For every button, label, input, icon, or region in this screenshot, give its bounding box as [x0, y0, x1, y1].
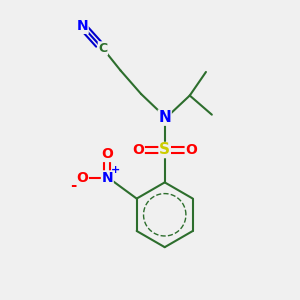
Text: O: O [101, 147, 113, 161]
Text: N: N [158, 110, 171, 125]
Text: O: O [132, 143, 144, 157]
Text: C: C [98, 42, 107, 55]
Text: +: + [111, 165, 120, 175]
Text: O: O [76, 171, 88, 185]
Text: O: O [185, 143, 197, 157]
Text: N: N [101, 171, 113, 185]
Text: -: - [70, 178, 76, 193]
Text: S: S [159, 142, 170, 158]
Text: N: N [76, 19, 88, 33]
